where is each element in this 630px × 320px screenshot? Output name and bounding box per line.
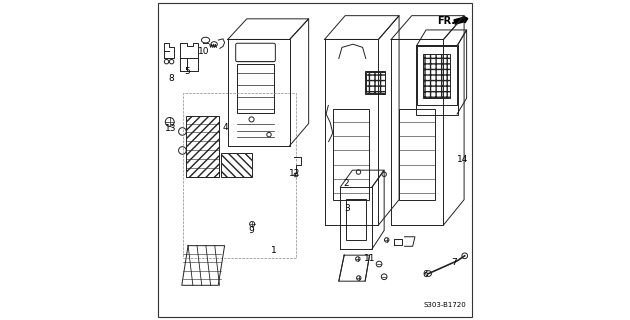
Ellipse shape xyxy=(294,173,298,177)
Text: 9: 9 xyxy=(249,226,255,235)
Bar xyxy=(416,45,458,115)
Text: 6: 6 xyxy=(423,270,428,279)
Text: 11: 11 xyxy=(364,254,376,263)
Bar xyxy=(186,116,219,178)
Ellipse shape xyxy=(164,60,169,64)
Ellipse shape xyxy=(178,128,186,135)
Ellipse shape xyxy=(356,170,361,174)
Text: 14: 14 xyxy=(457,155,468,164)
Text: 1: 1 xyxy=(271,246,277,255)
Bar xyxy=(365,71,386,94)
Text: 13: 13 xyxy=(164,124,176,133)
Text: 7: 7 xyxy=(451,258,457,267)
Text: 4: 4 xyxy=(223,123,228,132)
Ellipse shape xyxy=(376,261,382,267)
Ellipse shape xyxy=(249,117,254,122)
Ellipse shape xyxy=(355,257,360,261)
Bar xyxy=(183,93,296,258)
FancyArrow shape xyxy=(454,16,467,24)
Bar xyxy=(416,46,457,105)
Text: 3: 3 xyxy=(344,204,350,213)
Ellipse shape xyxy=(178,147,186,154)
Ellipse shape xyxy=(266,132,272,137)
Ellipse shape xyxy=(211,42,217,47)
Text: 5: 5 xyxy=(185,67,190,76)
FancyBboxPatch shape xyxy=(236,43,275,62)
Text: 8: 8 xyxy=(169,74,175,83)
Bar xyxy=(399,109,435,200)
Bar xyxy=(333,109,369,200)
Ellipse shape xyxy=(357,276,361,280)
Bar xyxy=(366,72,385,93)
Bar xyxy=(423,54,450,98)
Ellipse shape xyxy=(169,60,174,64)
Text: 10: 10 xyxy=(198,47,210,56)
Bar xyxy=(346,199,366,240)
Bar xyxy=(238,64,274,113)
Ellipse shape xyxy=(382,172,386,177)
Text: FR.: FR. xyxy=(437,16,455,26)
Ellipse shape xyxy=(381,274,387,280)
Text: S303-B1720: S303-B1720 xyxy=(424,302,467,308)
Ellipse shape xyxy=(249,221,255,227)
Bar xyxy=(221,153,251,178)
Ellipse shape xyxy=(165,117,174,126)
Ellipse shape xyxy=(426,271,432,276)
Ellipse shape xyxy=(462,253,467,259)
Ellipse shape xyxy=(202,37,210,43)
Text: 2: 2 xyxy=(343,179,349,188)
Text: 12: 12 xyxy=(289,169,300,178)
Ellipse shape xyxy=(384,238,389,242)
